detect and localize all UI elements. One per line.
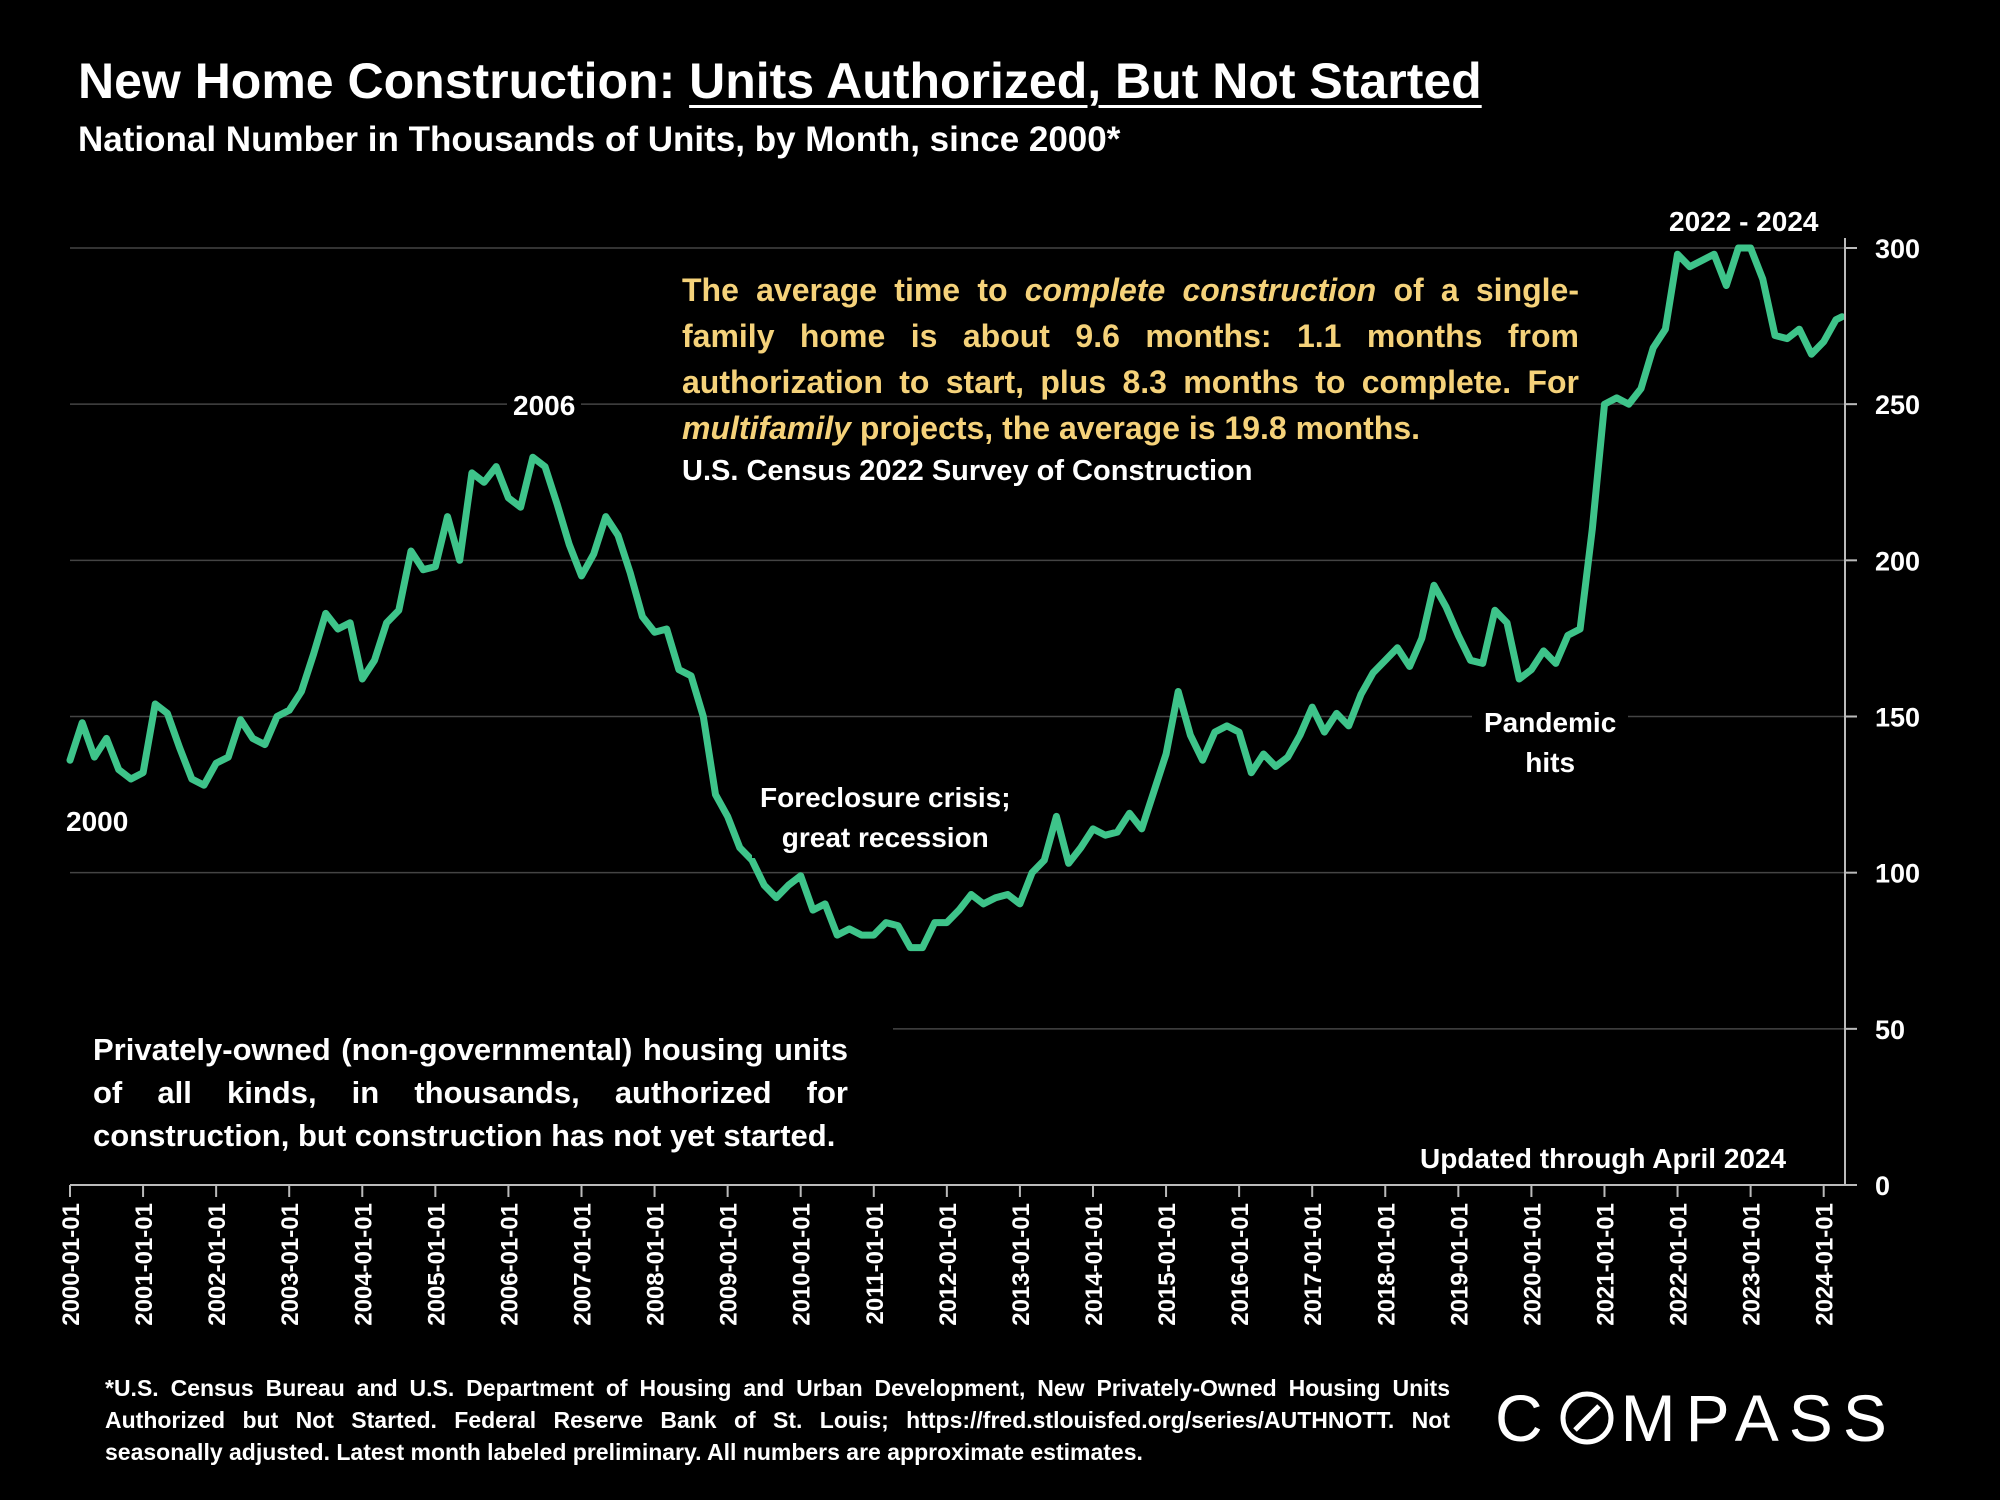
x-tick-label: 2011-01-01	[862, 1203, 889, 1324]
x-tick-label: 2024-01-01	[1812, 1203, 1839, 1326]
x-tick-label: 2018-01-01	[1373, 1203, 1400, 1326]
annotation-line: Foreclosure crisis;	[760, 782, 1011, 813]
source-footnote: *U.S. Census Bureau and U.S. Department …	[105, 1375, 1450, 1465]
note-emphasis: multifamily	[682, 410, 851, 446]
annotation-2022-2024: 2022 - 2024	[1665, 202, 1823, 242]
x-tick-label: 2016-01-01	[1227, 1203, 1254, 1326]
x-tick-label: 2015-01-01	[1154, 1203, 1181, 1326]
y-tick-label: 50	[1875, 1015, 1905, 1045]
y-tick-label: 250	[1875, 390, 1920, 420]
x-tick-label: 2020-01-01	[1519, 1203, 1546, 1326]
y-tick-label: 100	[1875, 859, 1920, 889]
y-tick-label: 300	[1875, 234, 1920, 264]
x-tick-label: 2008-01-01	[643, 1203, 670, 1326]
note-text: The average time to	[682, 272, 1025, 308]
x-tick-label: 2022-01-01	[1666, 1203, 1693, 1326]
annotation-line: great recession	[781, 822, 989, 853]
annotation-2006: 2006	[507, 386, 582, 426]
x-tick-label: 2019-01-01	[1446, 1203, 1473, 1326]
x-tick-label: 2021-01-01	[1592, 1203, 1619, 1326]
y-tick-label: 200	[1875, 546, 1920, 576]
x-tick-label: 2006-01-01	[496, 1203, 523, 1326]
census-source: U.S. Census 2022 Survey of Construction	[682, 455, 1253, 487]
x-tick-label: 2001-01-01	[131, 1203, 158, 1326]
annotation-pandemic: Pandemic hits	[1472, 703, 1629, 783]
x-axis-ticks: 2000-01-01 2001-01-01 2002-01-01 2003-01-01…	[58, 1185, 1839, 1326]
x-tick-label: 2017-01-01	[1300, 1203, 1327, 1326]
definition-box: Privately-owned (non-governmental) housi…	[68, 1028, 893, 1157]
y-axis-ticks: 0 50 100 150 200 250 300	[1845, 234, 1920, 1201]
compass-o-icon	[1560, 1391, 1614, 1445]
series-line-units-authorized	[66, 244, 1846, 952]
y-tick-label: 0	[1875, 1171, 1890, 1201]
x-tick-label: 2010-01-01	[789, 1203, 816, 1326]
logo-text-left: C	[1495, 1381, 1553, 1455]
note-text: projects, the average is 19.8 months.	[850, 410, 1421, 446]
x-tick-label: 2005-01-01	[423, 1203, 450, 1326]
note-text: of a single-family home is about 9.6 mon…	[682, 272, 1580, 400]
x-tick-label: 2023-01-01	[1739, 1203, 1766, 1326]
logo-text-right: MPASS	[1620, 1381, 1897, 1455]
x-tick-label: 2013-01-01	[1008, 1203, 1035, 1326]
annotation-line: hits	[1525, 747, 1576, 778]
annotation-foreclosure: Foreclosure crisis; great recession	[752, 778, 1019, 858]
x-tick-label: 2000-01-01	[58, 1203, 85, 1326]
chart-title: New Home Construction: Units Authorized,…	[78, 52, 1482, 110]
x-tick-label: 2009-01-01	[716, 1203, 743, 1326]
x-tick-label: 2002-01-01	[204, 1203, 231, 1326]
annotation-2000: 2000	[66, 802, 129, 842]
census-construction-note: The average time to complete constructio…	[682, 267, 1579, 451]
updated-note: Updated through April 2024	[1420, 1143, 1787, 1174]
y-tick-label: 150	[1875, 703, 1920, 733]
gridlines	[70, 247, 1845, 1030]
definition-text: Privately-owned (non-governmental) housi…	[93, 1032, 848, 1153]
x-tick-label: 2003-01-01	[277, 1203, 304, 1326]
note-emphasis: complete construction	[1024, 272, 1377, 308]
title-underlined: Units Authorized, But Not Started	[689, 53, 1482, 109]
x-tick-label: 2012-01-01	[935, 1203, 962, 1326]
title-prefix: New Home Construction:	[78, 53, 690, 109]
chart-subtitle: National Number in Thousands of Units, b…	[78, 120, 1121, 159]
annotation-line: Pandemic	[1484, 707, 1617, 738]
x-tick-label: 2007-01-01	[569, 1203, 596, 1326]
compass-logo: C MPASS	[1495, 1380, 1897, 1456]
x-tick-label: 2004-01-01	[350, 1203, 377, 1326]
x-tick-label: 2014-01-01	[1081, 1203, 1108, 1326]
